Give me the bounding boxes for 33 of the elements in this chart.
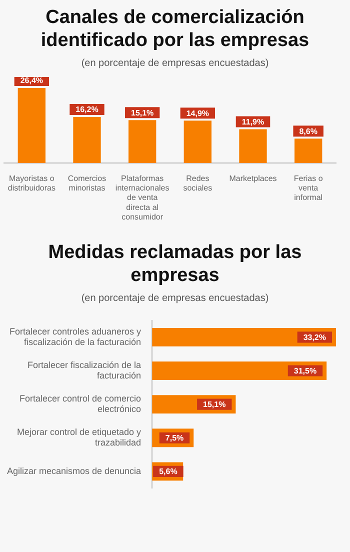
bar: [184, 120, 212, 163]
bar: [73, 116, 101, 163]
bar: [294, 138, 322, 163]
data-label: 7,5%: [165, 434, 184, 443]
chart-title: Medidas reclamadas por las empresas: [47, 241, 303, 287]
x-tick-label: Mayoristas o distribuidoras: [8, 174, 56, 193]
y-tick-label: Fortalecer control de comercio electrónico: [20, 393, 142, 414]
data-label: 11,9%: [242, 117, 264, 126]
data-label: 14,9%: [186, 108, 210, 118]
chart-subtitle: (en porcentaje de empresas encuestadas): [80, 58, 270, 69]
x-tick-label: Redes sociales: [183, 174, 212, 193]
data-label: 15,1%: [203, 400, 226, 410]
chart-title: Canales de comercialización identificado por las empresas: [40, 6, 310, 52]
y-tick-label: Mejorar control de etiquetado y trazabilidad: [16, 426, 142, 448]
y-tick-label: Fortalecer fiscalización de la facturación: [28, 360, 142, 381]
y-tick-label: Agilizar mecanismos de denuncia: [6, 466, 142, 476]
data-label: 8,6%: [299, 126, 318, 136]
x-tick-label: Plataformas internacionales de venta directa al consumidor: [115, 174, 170, 222]
bar: [239, 129, 267, 163]
data-label: 26,4%: [20, 76, 44, 86]
data-label: 33,2%: [303, 332, 326, 342]
bar: [18, 88, 46, 163]
bar: [152, 328, 336, 346]
x-tick-label: Comercios minoristas: [68, 174, 106, 193]
chart-subtitle: (en porcentaje de empresas encuestadas): [80, 293, 270, 304]
y-tick-label: Fortalecer controles aduaneros y fiscalización de la facturación: [9, 326, 142, 348]
x-tick-label: Ferias o venta informal: [294, 174, 324, 202]
x-tick-label: Marketplaces: [229, 174, 277, 184]
data-label: 16,2%: [76, 105, 98, 114]
data-label: 5,6%: [159, 467, 178, 476]
data-label: 15,1%: [130, 108, 154, 118]
data-label: 31,5%: [294, 366, 317, 376]
bar: [128, 120, 156, 163]
